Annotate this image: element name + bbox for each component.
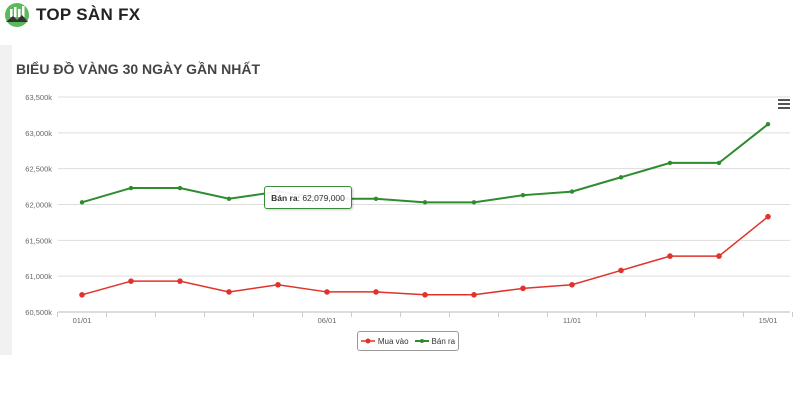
- x-tick-label: 15/01: [759, 316, 778, 325]
- data-point-buy[interactable]: [324, 289, 330, 295]
- data-point-buy[interactable]: [128, 278, 134, 284]
- y-tick-label: 63,500k: [25, 93, 52, 102]
- logo-icon: [5, 3, 29, 27]
- y-tick-label: 61,500k: [25, 236, 52, 245]
- y-tick-label: 63,000k: [25, 129, 52, 138]
- menu-icon[interactable]: [778, 99, 790, 109]
- side-strip: [0, 45, 12, 355]
- data-point-sell[interactable]: [765, 122, 771, 127]
- data-point-sell[interactable]: [79, 200, 85, 205]
- data-point-sell[interactable]: [128, 185, 134, 191]
- data-point-sell[interactable]: [422, 200, 428, 205]
- data-point-buy[interactable]: [422, 292, 428, 298]
- legend-item-buy[interactable]: Mua vào: [360, 336, 409, 346]
- data-point-sell[interactable]: [569, 189, 575, 194]
- series-line-sell: [81, 123, 769, 204]
- legend: Mua vào Bán ra: [357, 331, 459, 351]
- data-point-buy[interactable]: [618, 267, 624, 274]
- tooltip: Bán ra: 62,079,000: [264, 186, 352, 209]
- y-tick-label: 62,000k: [25, 201, 52, 210]
- chart-title: BIỂU ĐỒ VÀNG 30 NGÀY GẦN NHẤT: [16, 61, 260, 77]
- data-point-sell[interactable]: [667, 160, 673, 166]
- legend-marker-sell-icon: [414, 339, 429, 343]
- data-point-sell[interactable]: [716, 160, 722, 166]
- data-point-buy[interactable]: [716, 253, 722, 259]
- legend-label-sell: Bán ra: [431, 336, 456, 346]
- data-point-buy[interactable]: [373, 289, 379, 295]
- data-point-sell[interactable]: [373, 196, 379, 201]
- legend-marker-buy-icon: [360, 338, 375, 344]
- x-tick-label: 06/01: [318, 316, 337, 325]
- data-point-buy[interactable]: [569, 281, 575, 288]
- data-point-sell[interactable]: [177, 185, 183, 191]
- y-tick-label: 60,500k: [25, 308, 52, 317]
- data-point-sell[interactable]: [618, 175, 624, 180]
- tooltip-value: 62,079,000: [302, 192, 345, 203]
- x-tick-label: 11/01: [563, 316, 581, 325]
- legend-label-buy: Mua vào: [377, 336, 409, 346]
- data-point-sell[interactable]: [471, 200, 477, 205]
- data-point-buy[interactable]: [226, 289, 232, 295]
- data-point-buy[interactable]: [765, 213, 771, 220]
- brand-name: TOP SÀN FX: [36, 5, 141, 24]
- data-point-sell[interactable]: [226, 196, 232, 201]
- data-point-buy[interactable]: [79, 292, 85, 298]
- y-tick-label: 62,500k: [25, 165, 52, 174]
- data-point-buy[interactable]: [520, 285, 526, 292]
- data-point-buy[interactable]: [667, 253, 673, 259]
- data-point-buy[interactable]: [471, 292, 477, 298]
- data-point-sell[interactable]: [520, 192, 526, 198]
- tooltip-series: Bán ra: [271, 192, 298, 203]
- series-line-buy: [81, 216, 769, 296]
- legend-item-sell[interactable]: Bán ra: [414, 336, 456, 346]
- data-point-buy[interactable]: [275, 281, 281, 288]
- brand-logo[interactable]: TOP SÀN FX: [4, 2, 140, 28]
- x-tick-label: 01/01: [73, 316, 92, 325]
- data-point-buy[interactable]: [177, 278, 183, 284]
- y-tick-label: 61,000k: [25, 272, 52, 281]
